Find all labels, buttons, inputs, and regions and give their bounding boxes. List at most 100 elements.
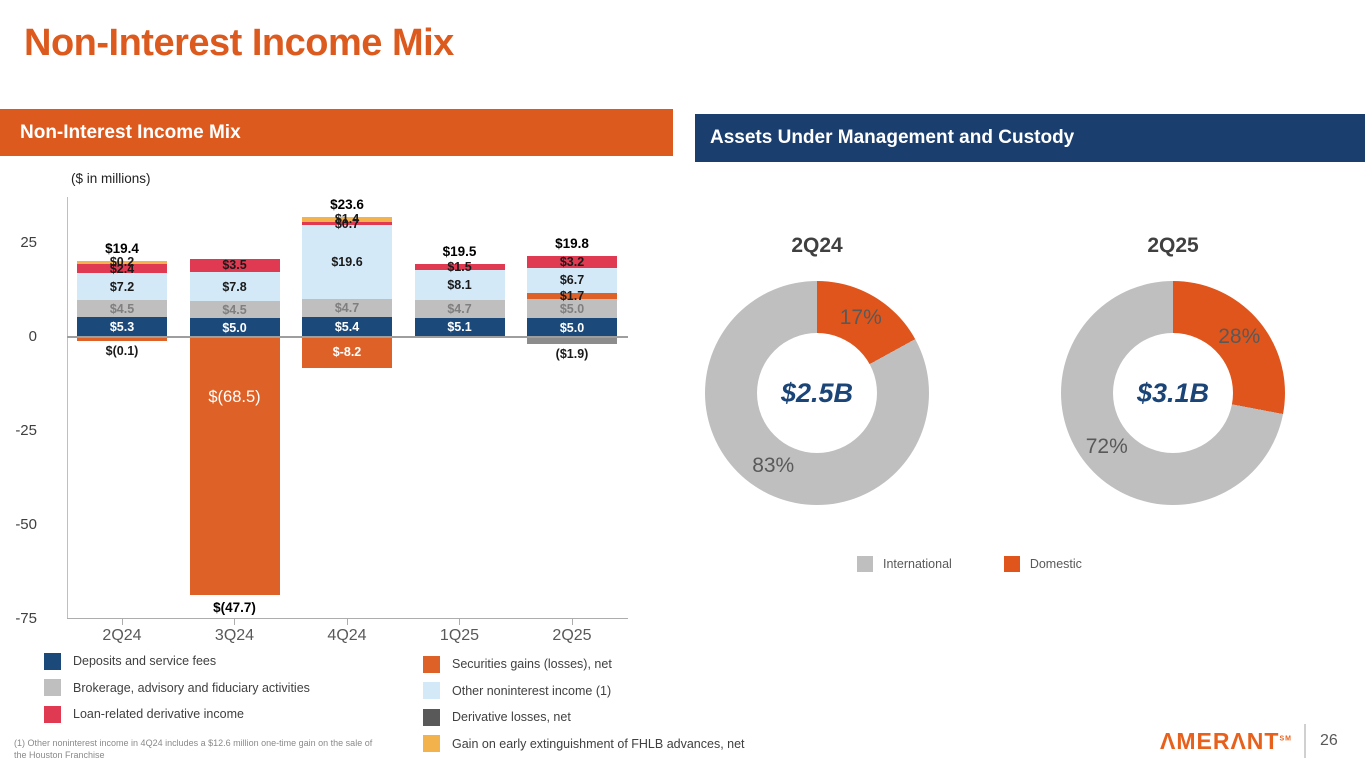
legend-swatch — [44, 652, 61, 670]
bar-segment-label: $5.1 — [447, 320, 472, 335]
amerant-logo: ΛMERΛNTSM — [1160, 728, 1292, 755]
bar-segment-deposits — [189, 318, 280, 337]
x-tick-mark — [571, 619, 573, 625]
bar-segment-label: $4.7 — [447, 301, 472, 316]
bar-segment-brokerage — [189, 301, 280, 319]
x-tick-mark — [346, 619, 348, 625]
bar-segment-loan_derivative — [302, 221, 392, 226]
aum-legend-item: International — [857, 556, 952, 572]
bar-segment-label: $4.5 — [109, 301, 135, 316]
right-panel-header: Assets Under Management and Custody — [695, 114, 1365, 162]
y-tick-label: 25 — [20, 234, 37, 251]
legend-swatch — [423, 735, 440, 753]
x-tick-mark — [459, 619, 460, 625]
zero-gridline — [67, 336, 628, 338]
legend-item: Brokerage, advisory and fiduciary activi… — [44, 675, 310, 702]
bar-segment-brokerage — [414, 300, 505, 318]
legend-label: Deposits and service fees — [73, 654, 217, 669]
legend-item: Loan-related derivative income — [44, 701, 310, 728]
donut-center-value: $3.1B — [1136, 377, 1210, 408]
donut-title: 2Q25 — [1147, 234, 1199, 257]
y-tick-label: -75 — [15, 610, 37, 627]
page-number: 26 — [1319, 732, 1338, 749]
bar-segment-label: ($1.9) — [555, 347, 589, 362]
bar-total-label: $23.6 — [330, 196, 364, 212]
bar-segment-label: $8.1 — [447, 277, 472, 292]
bar-segment-label: $5.0 — [222, 320, 247, 335]
bar-total-label: $(47.7) — [213, 599, 256, 615]
bar-segment-label: $(68.5) — [208, 388, 261, 406]
x-category-label: 4Q24 — [327, 627, 367, 644]
bar-segment-label: $6.7 — [559, 273, 585, 288]
legend-label: Securities gains (losses), net — [452, 657, 612, 672]
bar-segment-loan_derivative — [189, 258, 280, 272]
bar-segment-other — [302, 225, 392, 299]
bar-segment-other — [527, 267, 617, 293]
donut-ring: $3.1B 28% 72% — [1061, 281, 1285, 505]
bar-segment-fhlb_gain — [77, 260, 167, 265]
units-label: ($ in millions) — [71, 171, 151, 186]
bar-segment-deposits — [302, 316, 392, 337]
bar-segment-securities — [302, 337, 392, 368]
bar-segment-label: $7.8 — [222, 279, 247, 294]
x-tick-mark — [121, 619, 123, 625]
bar-segment-securities — [189, 337, 280, 595]
bar-segment-other — [77, 273, 167, 301]
bar-segment-label: $19.6 — [331, 255, 363, 270]
aum-legend: International Domestic — [857, 556, 1082, 572]
bar-total-label: $19.5 — [442, 244, 477, 260]
legend-swatch — [1003, 556, 1020, 572]
bar-segment-deposits — [414, 317, 505, 337]
y-tick-label: -50 — [15, 516, 37, 533]
bar-segment-label: $7.2 — [109, 279, 135, 294]
bar-segment-label: $0.2 — [109, 255, 135, 270]
bar-segment-fhlb_gain — [302, 216, 392, 222]
legend-label: Derivative losses, net — [452, 710, 571, 725]
bar-segment-other — [414, 269, 505, 301]
x-tick-mark — [234, 619, 235, 625]
bar-segment-label: $2.4 — [109, 261, 135, 276]
x-category-label: 1Q25 — [439, 627, 480, 644]
legend-item: Gain on early extinguishment of FHLB adv… — [423, 731, 745, 758]
right-panel-header-label: Assets Under Management and Custody — [710, 127, 1075, 148]
legend-item: Derivative losses, net — [423, 704, 745, 731]
legend-swatch — [423, 655, 440, 673]
bar-segment-label: $5.3 — [109, 320, 135, 335]
x-category-label: 2Q24 — [102, 627, 142, 644]
donut-slice-pct-label: 83% — [752, 454, 795, 478]
x-category-label: 3Q24 — [214, 627, 255, 644]
bar-segment-label: $5.0 — [559, 301, 585, 316]
bar-legend-left-column: Deposits and service fees Brokerage, advi… — [44, 648, 310, 728]
bar-segment-label: $5.4 — [334, 319, 360, 334]
legend-swatch — [423, 682, 440, 700]
left-panel-header-label: Non-Interest Income Mix — [20, 121, 241, 143]
bar-segment-other — [189, 271, 280, 302]
bar-segment-deposits — [527, 318, 617, 337]
legend-label: Other noninterest income (1) — [452, 683, 612, 698]
legend-label: Brokerage, advisory and fiduciary activi… — [73, 680, 310, 695]
donut-slice-pct-label: 17% — [839, 305, 882, 329]
bar-segment-derivative_losses — [527, 337, 617, 345]
y-axis-line — [67, 197, 68, 619]
legend-label: Loan-related derivative income — [73, 707, 244, 722]
legend-label: Gain on early extinguishment of FHLB adv… — [452, 736, 745, 751]
bar-segment-label: $3.2 — [559, 254, 585, 269]
bar-segment-securities — [77, 337, 167, 341]
bar-total-label: $19.8 — [555, 235, 589, 251]
legend-swatch — [44, 679, 61, 697]
legend-item: Securities gains (losses), net — [423, 651, 745, 678]
bar-segment-securities — [527, 293, 617, 300]
bar-segment-label: $1.7 — [559, 289, 585, 304]
bar-segment-loan_derivative — [77, 264, 167, 274]
donut-hole — [1113, 333, 1233, 453]
legend-label: International — [883, 557, 952, 571]
bar-segment-loan_derivative — [527, 255, 617, 268]
bar-segment-label: $0.7 — [334, 216, 360, 231]
footnote: (1) Other noninterest income in 4Q24 inc… — [14, 738, 373, 761]
page-title: Non-Interest Income Mix — [24, 22, 454, 64]
aum-legend-item: Domestic — [1003, 556, 1082, 572]
donut-center-value: $2.5B — [780, 377, 854, 408]
bar-segment-label: $(0.1) — [105, 343, 139, 358]
donut-slice-pct-label: 72% — [1085, 434, 1128, 458]
footer: ΛMERΛNTSM 26 — [1160, 724, 1338, 758]
